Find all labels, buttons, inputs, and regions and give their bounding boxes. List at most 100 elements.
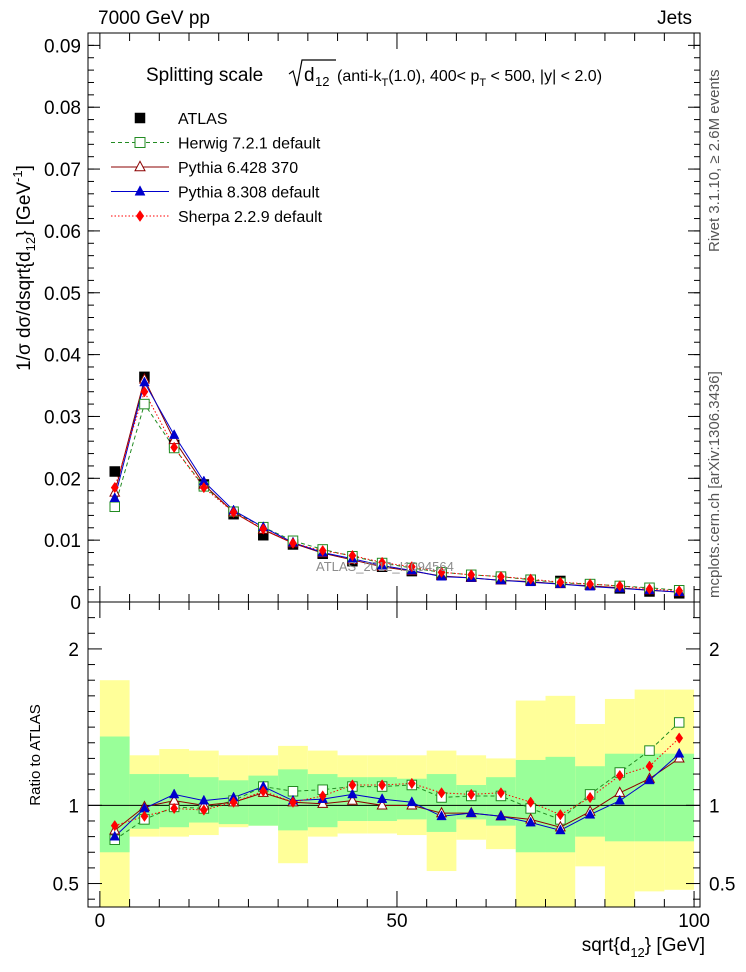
main-point-sherpa-2-2-9-default [199, 481, 208, 494]
ratio-point-sherpa-2-2-9-default [437, 787, 446, 799]
main-point-herwig-7-2-1-default [109, 501, 120, 513]
y-tick-label: 0.09 [44, 36, 81, 57]
rivet-label: Rivet 3.1.10, ≥ 2.6M events [706, 69, 723, 253]
main-point-sherpa-2-2-9-default [140, 386, 149, 398]
main-panel-ticks [88, 33, 700, 603]
main-point-sherpa-2-2-9-default [170, 441, 179, 454]
y-tick-label: 0.06 [44, 222, 81, 243]
ratio-point-sherpa-2-2-9-default [556, 809, 565, 821]
main-point-sherpa-2-2-9-default [289, 537, 297, 549]
main-point-atlas [109, 466, 120, 477]
main-point-sherpa-2-2-9-default [407, 561, 416, 573]
legend-label-atlas: ATLAS [178, 111, 228, 128]
ratio-point-sherpa-2-2-9-default [229, 796, 238, 808]
title-d-sub: 12 [315, 74, 329, 89]
ratio-point-pythia-8-308-default [555, 824, 566, 835]
y-axis-label: 1/σ dσ/dsqrt{d12} [GeV-1] [10, 165, 38, 371]
y-tick-label: 0.02 [44, 469, 81, 490]
ratio-point-sherpa-2-2-9-default [615, 769, 624, 782]
stat-uncertainty-band [426, 774, 457, 832]
legend-marker-pythia-8-308-default [134, 185, 146, 196]
ratio-point-pythia-8-308-default [198, 794, 210, 805]
legend-marker-pythia-6-428-370 [134, 160, 146, 172]
ratio-point-sherpa-2-2-9-default [318, 790, 327, 802]
ratio-point-pythia-8-308-default [495, 810, 507, 821]
legend-marker-herwig-7-2-1-default [134, 137, 146, 148]
main-panel-marks [109, 371, 685, 599]
mcplots-label: mcplots.cern.ch [arXiv:1306.3436] [706, 371, 723, 598]
stat-uncertainty-band [545, 756, 576, 853]
stat-uncertainty-band [664, 753, 695, 842]
ratio-y-tick-label-right: 2 [709, 640, 720, 661]
ratio-point-sherpa-2-2-9-default [378, 779, 387, 791]
main-point-herwig-7-2-1-default [139, 398, 150, 410]
x-tick-label: 0 [95, 911, 106, 932]
legend-marker-atlas [134, 112, 146, 124]
ratio-point-pythia-8-308-default [584, 808, 596, 819]
ratio-point-pythia-8-308-default [525, 816, 536, 827]
main-point-sherpa-2-2-9-default [615, 580, 624, 592]
main-point-sherpa-2-2-9-default [586, 578, 594, 590]
main-point-pythia-8-308-default [109, 492, 120, 502]
ratio-point-sherpa-2-2-9-default [110, 820, 119, 832]
legend-label-pythia-8-308-default: Pythia 8.308 default [178, 185, 320, 202]
ratio-point-sherpa-2-2-9-default [675, 732, 684, 744]
ratio-point-sherpa-2-2-9-default [140, 810, 149, 822]
main-point-sherpa-2-2-9-default [467, 569, 476, 581]
legend-label-herwig-7-2-1-default: Herwig 7.2.1 default [178, 136, 321, 153]
x-axis-label: sqrt{d12} [GeV] [582, 935, 705, 960]
ratio-point-pythia-6-428-370 [376, 798, 388, 810]
ratio-point-sherpa-2-2-9-default [348, 779, 357, 791]
main-point-sherpa-2-2-9-default [229, 506, 238, 518]
legend: ATLAS Herwig 7.2.1 default Pythia 6.428 37… [111, 111, 323, 226]
main-point-sherpa-2-2-9-default [110, 481, 119, 494]
main-point-pythia-8-308-default [168, 429, 180, 439]
chart-title: Splitting scale d 12 (anti-kT(1.0), 400<… [146, 59, 602, 89]
y-tick-label: 0.08 [44, 98, 81, 119]
ratio-y-tick-label: 0.5 [53, 875, 79, 896]
header-right: Jets [657, 8, 692, 29]
header-left: 7000 GeV pp [98, 8, 210, 29]
ratio-point-sherpa-2-2-9-default [407, 777, 416, 790]
title-prefix: Splitting scale [146, 65, 263, 86]
ratio-point-sherpa-2-2-9-default [289, 796, 297, 808]
main-point-sherpa-2-2-9-default [437, 566, 446, 578]
ratio-y-axis-label: Ratio to ATLAS [27, 704, 44, 805]
ratio-panel-xtick-labels: 0 50 100 [95, 911, 710, 932]
ratio-point-sherpa-2-2-9-default [526, 796, 535, 808]
ratio-point-sherpa-2-2-9-default [645, 760, 654, 772]
y-tick-label: 0 [70, 593, 81, 614]
ratio-y-tick-label: 2 [68, 640, 79, 661]
ratio-uncertainty-bands [99, 680, 695, 907]
ratio-point-sherpa-2-2-9-default [467, 788, 476, 801]
main-point-sherpa-2-2-9-default [259, 523, 268, 535]
ratio-point-sherpa-2-2-9-default [199, 804, 208, 816]
ratio-y-tick-label: 1 [68, 796, 79, 817]
ratio-point-pythia-8-308-default [614, 794, 625, 805]
x-tick-label: 100 [678, 911, 710, 932]
ratio-point-pythia-8-308-default [406, 796, 417, 807]
ratio-panel-marks [109, 717, 685, 845]
legend-marker-sherpa-2-2-9-default [135, 210, 145, 222]
main-point-sherpa-2-2-9-default [497, 570, 505, 583]
y-tick-label: 0.01 [44, 531, 81, 552]
ratio-y-tick-label-right: 0.5 [709, 875, 735, 896]
legend-label-pythia-6-428-370: Pythia 6.428 370 [178, 160, 298, 177]
y-tick-label: 0.05 [44, 284, 81, 305]
ratio-point-sherpa-2-2-9-default [259, 785, 268, 797]
main-panel-ytick-labels: 0 0.01 0.02 0.03 0.04 0.05 0.06 0.07 0.08 0.09 [44, 36, 81, 614]
main-point-sherpa-2-2-9-default [318, 545, 327, 557]
ratio-point-herwig-7-2-1-default [287, 786, 299, 797]
ratio-point-pythia-8-308-default [347, 788, 358, 799]
main-point-pythia-8-308-default [139, 376, 150, 387]
ratio-point-pythia-8-308-default [168, 788, 180, 799]
ratio-point-pythia-8-308-default [109, 830, 120, 841]
main-point-sherpa-2-2-9-default [556, 576, 565, 588]
main-panel: 0 0.01 0.02 0.03 0.04 0.05 0.06 0.07 0.08 0.09 [44, 32, 701, 614]
ratio-y-tick-label-right: 1 [709, 796, 720, 817]
ratio-panel: 0.5 0.5 1 1 2 2 0 50 100 [53, 601, 735, 932]
ratio-point-herwig-7-2-1-default [644, 745, 655, 756]
watermark: ATLAS_2012_I1094564 [316, 559, 454, 574]
y-tick-label: 0.07 [44, 160, 81, 181]
